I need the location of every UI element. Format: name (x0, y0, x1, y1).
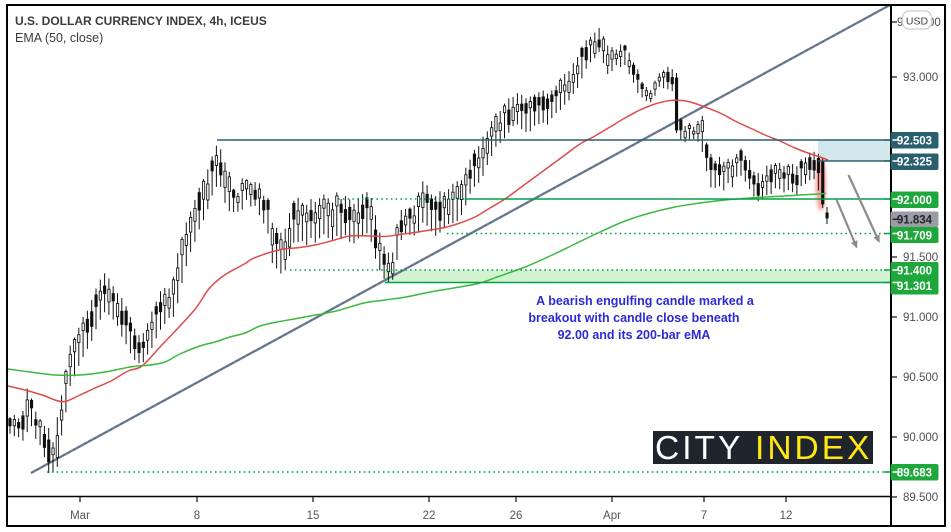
svg-text:U.S. DOLLAR CURRENCY INDEX, 4h: U.S. DOLLAR CURRENCY INDEX, 4h, ICEUS (15, 14, 267, 28)
svg-text:91.400: 91.400 (897, 266, 932, 278)
svg-text:CITY INDEX: CITY INDEX (655, 430, 872, 467)
svg-text:92.325: 92.325 (897, 157, 933, 169)
svg-text:93.000: 93.000 (903, 72, 938, 84)
svg-text:Apr: Apr (603, 510, 621, 522)
svg-text:EMA (50, close): EMA (50, close) (15, 31, 103, 45)
svg-text:92.000: 92.000 (897, 195, 932, 207)
svg-text:91.500: 91.500 (903, 252, 938, 264)
svg-text:91.301: 91.301 (897, 281, 933, 293)
svg-text:91.709: 91.709 (897, 231, 932, 243)
svg-text:92.503: 92.503 (897, 136, 932, 148)
svg-text:90.500: 90.500 (903, 372, 938, 384)
svg-text:USD: USD (906, 16, 929, 28)
svg-text:Mar: Mar (70, 510, 90, 522)
svg-text:90.000: 90.000 (903, 432, 938, 444)
svg-text:89.500: 89.500 (903, 492, 938, 504)
svg-text:breakout with candle close ben: breakout with candle close beneath (528, 311, 739, 325)
svg-text:91.000: 91.000 (903, 312, 938, 324)
svg-text:89.683: 89.683 (897, 468, 932, 480)
svg-text:92.00 and its 200-bar eMA: 92.00 and its 200-bar eMA (558, 328, 711, 342)
svg-text:9: 9 (897, 17, 903, 29)
svg-text:12: 12 (780, 510, 793, 522)
svg-text:7: 7 (701, 510, 707, 522)
svg-text:22: 22 (423, 510, 436, 522)
svg-text:8: 8 (194, 510, 200, 522)
svg-text:91.834: 91.834 (897, 215, 933, 227)
svg-text:15: 15 (307, 510, 320, 522)
svg-text:26: 26 (510, 510, 523, 522)
svg-text:A bearish engulfing candle mar: A bearish engulfing candle marked a (536, 294, 755, 308)
